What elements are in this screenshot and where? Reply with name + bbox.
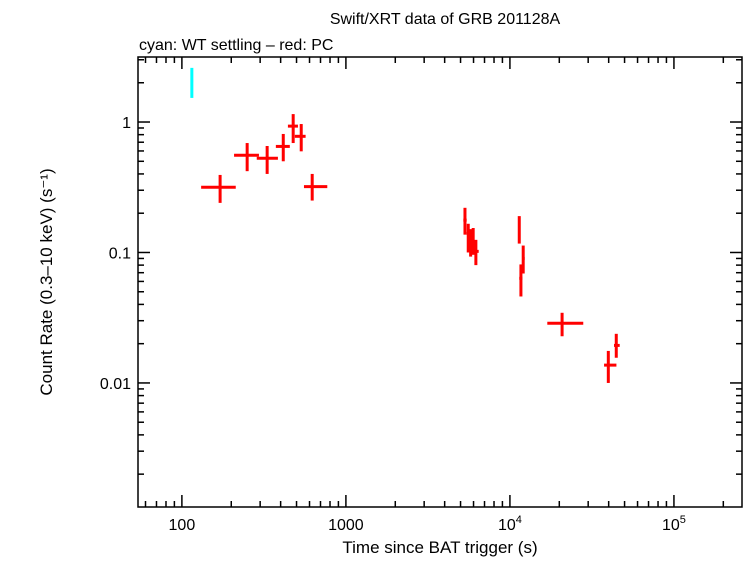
y-tick-label: 0.01 <box>100 376 131 393</box>
data-point <box>521 245 525 274</box>
data-point <box>287 114 298 144</box>
data-point <box>201 174 236 203</box>
data-point <box>303 173 328 201</box>
data-point <box>474 239 479 266</box>
y-tick-label: 0.1 <box>109 245 131 262</box>
data-point <box>547 312 584 337</box>
x-axis-label: Time since BAT trigger (s) <box>342 538 537 557</box>
data-point <box>471 228 475 255</box>
data-point <box>190 67 194 98</box>
data-point <box>275 133 290 162</box>
chart-title: Swift/XRT data of GRB 201128A <box>330 11 561 28</box>
plot-frame <box>137 56 743 508</box>
data-point <box>294 124 306 152</box>
data-point <box>613 333 620 358</box>
data-point <box>463 207 467 235</box>
data-point <box>604 350 617 383</box>
data-point <box>517 216 521 244</box>
x-tick-label: 100 <box>169 517 196 534</box>
x-tick-label: 1000 <box>328 517 364 534</box>
data-point <box>469 229 473 257</box>
y-axis-label: Count Rate (0.3–10 keV) (s⁻¹) <box>37 168 56 395</box>
x-tick-label: 104 <box>498 514 522 534</box>
data-point <box>519 264 523 297</box>
data-point <box>234 143 259 172</box>
chart-subtitle: cyan: WT settling – red: PC <box>139 37 333 54</box>
x-tick-label: 105 <box>662 514 686 534</box>
data-point <box>256 145 278 174</box>
y-tick-label: 1 <box>122 115 131 132</box>
